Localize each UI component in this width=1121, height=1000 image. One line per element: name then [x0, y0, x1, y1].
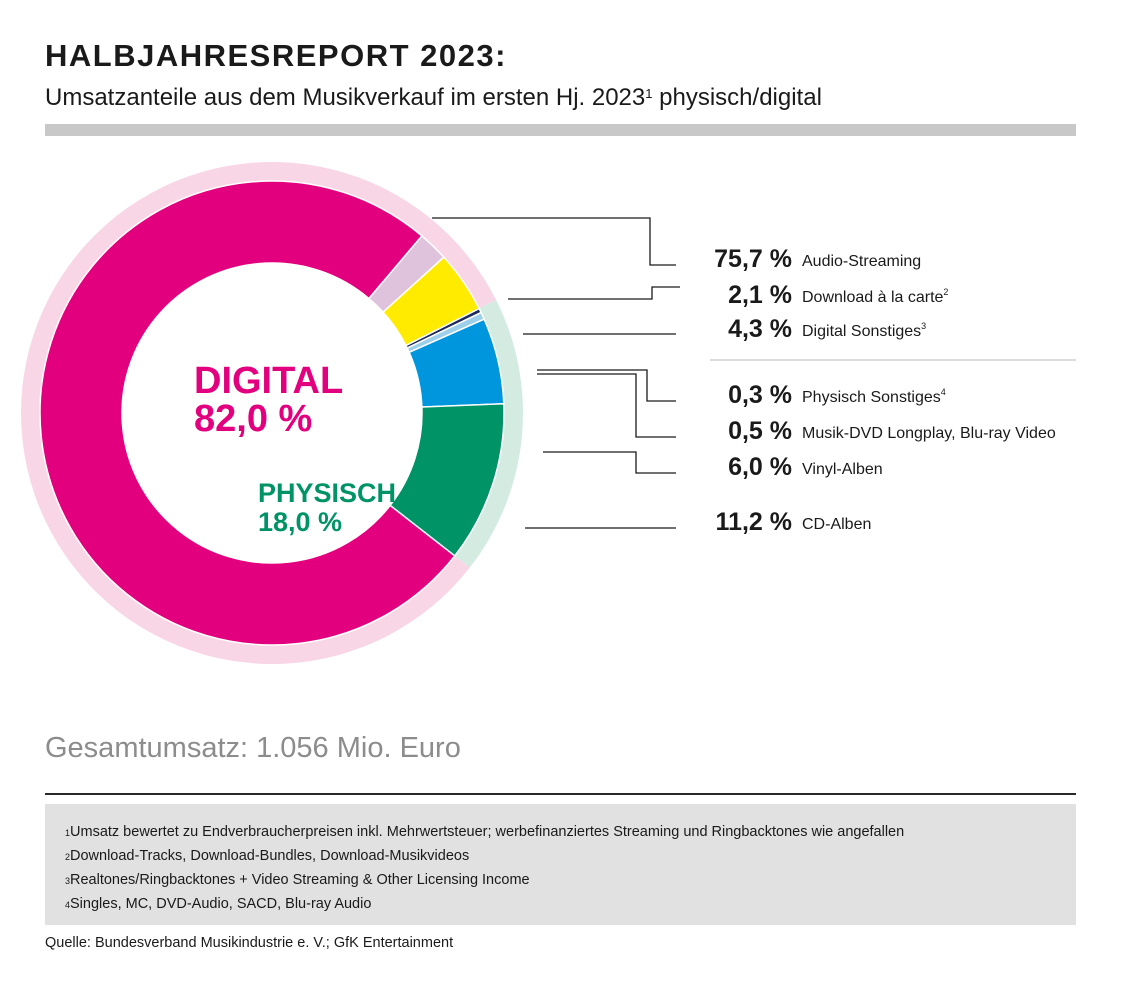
- footnote-3-text: Realtones/Ringbacktones + Video Streamin…: [70, 872, 530, 888]
- subtitle-text: Umsatzanteile aus dem Musikverkauf im er…: [45, 84, 646, 111]
- footnote-2-mark: 2: [65, 852, 71, 862]
- legend-label-physisch-sonstiges: Physisch Sonstiges4: [802, 387, 946, 406]
- footnote-4: 4Singles, MC, DVD-Audio, SACD, Blu-ray A…: [65, 892, 1076, 916]
- legend-label-download-la-carte: Download à la carte2: [802, 287, 948, 306]
- leader-line-audio-streaming: [432, 217, 676, 266]
- legend-value-vinyl-alben: 6,0 %: [728, 453, 792, 481]
- digital-group-value: 82,0 %: [194, 398, 312, 440]
- leader-line-physisch-sonstiges: [537, 369, 676, 402]
- footnote-3-mark: 3: [65, 876, 71, 886]
- footnote-2: 2Download-Tracks, Download-Bundles, Down…: [65, 844, 1076, 868]
- legend-value-download-la-carte: 2,1 %: [728, 281, 792, 309]
- subtitle-footnote-mark: 1: [645, 86, 653, 101]
- legend-label-digital-sonstiges: Digital Sonstiges3: [802, 321, 926, 340]
- slice-layer: [39, 180, 505, 646]
- legend: 75,7 % Audio-Streaming 2,1 % Download à la …: [714, 245, 1056, 536]
- legend-value-audio-streaming: 75,7 %: [714, 245, 792, 273]
- source-note: Quelle: Bundesverband Musikindustrie e. …: [45, 935, 454, 951]
- leader-line-vinyl-alben: [543, 451, 676, 474]
- footnote-1: 1Umsatz bewertet zu Endverbraucherpreise…: [65, 820, 1076, 844]
- footnote-1-mark: 1: [65, 828, 71, 838]
- footnote-2-text: Download-Tracks, Download-Bundles, Downl…: [70, 848, 470, 864]
- footnote-4-text: Singles, MC, DVD-Audio, SACD, Blu-ray Au…: [70, 896, 372, 912]
- physisch-group-name: PHYSISCH: [258, 478, 396, 508]
- digital-group-name: DIGITAL: [194, 360, 343, 402]
- legend-value-physisch-sonstiges: 0,3 %: [728, 381, 792, 409]
- footnotes-box: 1Umsatz bewertet zu Endverbraucherpreise…: [45, 804, 1076, 925]
- legend-value-cd-alben: 11,2 %: [716, 508, 792, 536]
- page-title: HALBJAHRESREPORT 2023:: [45, 38, 507, 73]
- footnote-4-mark: 4: [65, 900, 71, 910]
- legend-label-vinyl-alben: Vinyl-Alben: [802, 461, 883, 478]
- slice-cd-alben: [389, 402, 505, 557]
- leader-line-download-la-carte: [508, 286, 680, 300]
- legend-value-musik-dvd-longplay-blu-ray-video: 0,5 %: [728, 417, 792, 445]
- bottom-divider: [45, 793, 1076, 795]
- legend-label-audio-streaming: Audio-Streaming: [802, 253, 921, 270]
- donut-chart: 75,7 % Audio-Streaming 2,1 % Download à la …: [21, 162, 1076, 664]
- legend-label-cd-alben: CD-Alben: [802, 516, 871, 533]
- leader-line-layer: [432, 217, 680, 529]
- total-revenue: Gesamtumsatz: 1.056 Mio. Euro: [45, 732, 461, 764]
- physisch-group-value: 18,0 %: [258, 507, 342, 537]
- legend-label-musik-dvd-longplay-blu-ray-video: Musik-DVD Longplay, Blu-ray Video: [802, 425, 1056, 442]
- footnote-1-text: Umsatz bewertet zu Endverbraucherpreisen…: [70, 824, 905, 840]
- legend-value-digital-sonstiges: 4,3 %: [728, 315, 792, 343]
- leader-line-musik-dvd-longplay-blu-ray-video: [537, 373, 676, 438]
- subtitle-rest: physisch/digital: [652, 84, 822, 111]
- page-subtitle: Umsatzanteile aus dem Musikverkauf im er…: [45, 84, 822, 112]
- footnote-3: 3Realtones/Ringbacktones + Video Streami…: [65, 868, 1076, 892]
- slice-audio-streaming: [39, 180, 456, 646]
- title-divider: [45, 124, 1076, 136]
